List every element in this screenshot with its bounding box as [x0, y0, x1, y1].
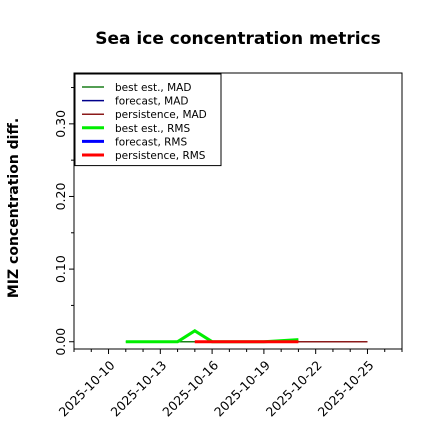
plot-frame	[73, 72, 403, 350]
y-tick-label: 0.20	[53, 183, 68, 211]
legend-box	[74, 73, 222, 167]
chart-title: Sea ice concentration metrics	[95, 29, 381, 49]
legend-label: forecast, MAD	[115, 96, 188, 108]
legend-label: forecast, RMS	[115, 136, 187, 148]
series-line-3	[125, 329, 299, 344]
y-tick-label: 0.30	[53, 110, 68, 138]
legend-label: best est., RMS	[115, 123, 190, 135]
legend-label: best est., MAD	[115, 82, 191, 94]
legend-label: persistence, MAD	[115, 109, 207, 121]
y-axis-label: MIZ concentration diff.	[6, 118, 22, 298]
series-layer	[125, 329, 368, 344]
x-tick-label: 2025-10-25	[315, 358, 377, 420]
y-tick-label: 0.00	[53, 328, 68, 356]
y-tick-label: 0.10	[53, 255, 68, 283]
legend-label: persistence, RMS	[115, 150, 206, 162]
